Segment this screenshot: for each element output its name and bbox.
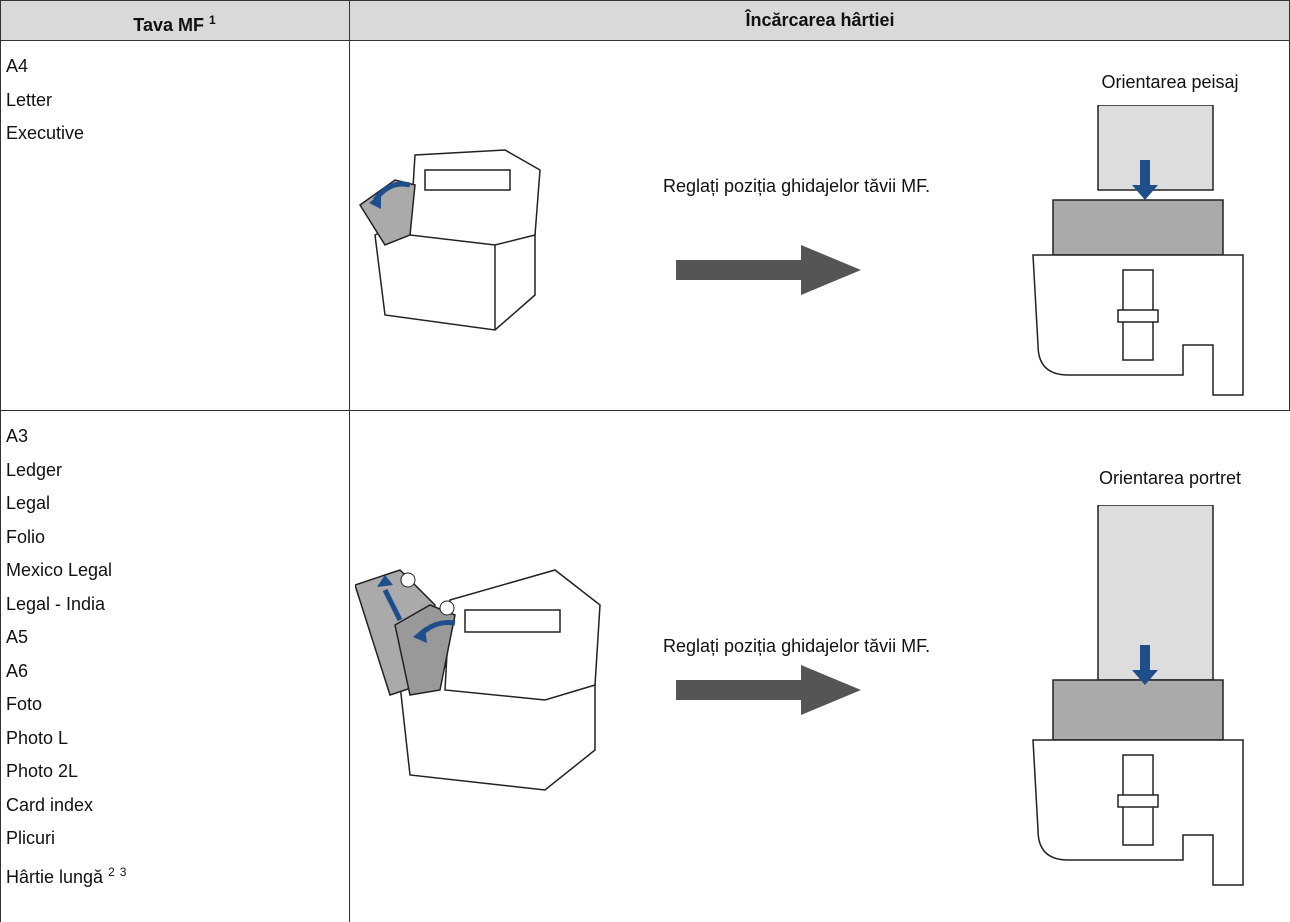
size-list: A4 Letter Executive [6, 54, 84, 155]
size-list: A3 Ledger Legal Folio Mexico Legal Legal - In… [6, 424, 126, 893]
border [0, 0, 1290, 1]
header-cell: Tava MF 1 [0, 0, 349, 40]
paper-size: Folio [6, 526, 46, 547]
printer-illustration [358, 149, 541, 331]
paper-size: Photo L [6, 727, 69, 748]
header-cell: Încărcarea hârtiei [350, 0, 1290, 40]
paper-size: Card index [6, 794, 94, 815]
paper-size: Ledger [6, 459, 63, 480]
instruction: Reglați poziția ghidajelor tăvii MF. [663, 176, 931, 196]
paper-size: Letter [6, 89, 53, 110]
footnote-ref: 1 [209, 13, 216, 27]
footnote-ref: 2 [108, 864, 115, 879]
arrow [676, 245, 861, 295]
paper-size: Plicuri [6, 828, 56, 848]
header-text: Încărcarea hârtiei [745, 10, 895, 30]
paper-size: Mexico Legal [6, 560, 113, 580]
instruction: Reglați poziția ghidajelor tăvii MF. [663, 636, 931, 656]
border [0, 0, 1, 922]
header-text: Tava MF [133, 15, 204, 35]
paper-size-text: Hârtie lungă [6, 866, 104, 887]
paper-size: Hârtie lungă 2 3 [6, 860, 126, 894]
paper-size: A3 [6, 426, 29, 446]
orientation-label: Orientarea portret [1098, 468, 1242, 488]
border [0, 40, 1290, 41]
paper-size: Photo 2L [6, 761, 79, 781]
border [349, 0, 350, 922]
paper-size: Legal - India [6, 593, 106, 614]
printer-illustration [355, 569, 601, 791]
paper-size: Executive [6, 123, 85, 143]
arrow [676, 665, 861, 715]
tray-illustration [1032, 105, 1244, 396]
paper-size: A5 [6, 627, 29, 647]
border [0, 410, 1290, 411]
paper-size: A4 [6, 56, 29, 76]
paper-size: A6 [6, 660, 29, 681]
tray-illustration [1032, 505, 1244, 886]
orientation-label: Orientarea peisaj [1101, 72, 1239, 92]
footnote-ref: 3 [119, 864, 127, 879]
paper-size: Foto [6, 694, 43, 714]
paper-size: Legal [6, 493, 51, 513]
